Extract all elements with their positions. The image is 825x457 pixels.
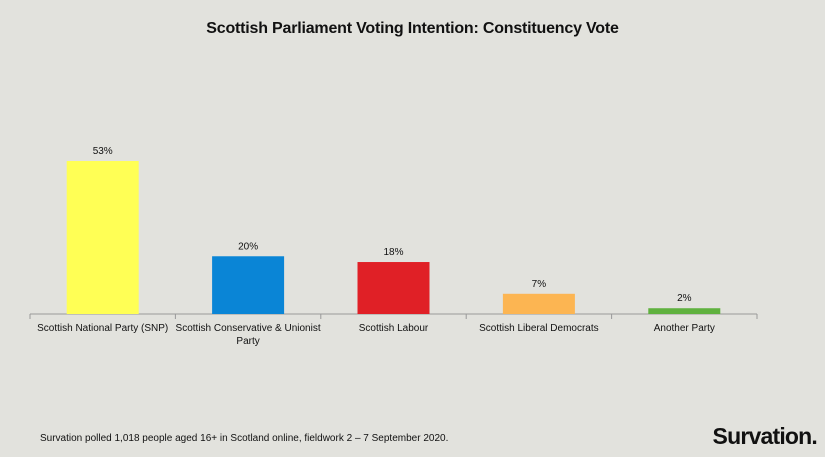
- data-label: 20%: [238, 241, 258, 252]
- data-label: 7%: [532, 279, 547, 290]
- bar: [648, 308, 721, 314]
- bar: [357, 262, 430, 314]
- survation-logo: Survation.: [712, 423, 818, 449]
- category-label: Another Party: [654, 323, 715, 334]
- footnote: Survation polled 1,018 people aged 16+ i…: [40, 433, 449, 444]
- data-label: 2%: [677, 293, 692, 304]
- category-label: Scottish National Party (SNP): [37, 323, 168, 334]
- plot-area: 53% Scottish National Party (SNP) 20% Scott…: [29, 146, 758, 347]
- chart-title: Scottish Parliament Voting Intention: Co…: [206, 20, 619, 37]
- category-label: Scottish Liberal Democrats: [479, 323, 599, 334]
- category-label: Scottish Conservative & Unionist Party: [176, 323, 321, 347]
- data-label: 53%: [93, 146, 113, 157]
- data-label: 18%: [383, 247, 403, 258]
- bar: [66, 161, 139, 314]
- bar: [502, 293, 575, 314]
- category-label: Scottish Labour: [359, 323, 429, 334]
- bar: [212, 256, 285, 314]
